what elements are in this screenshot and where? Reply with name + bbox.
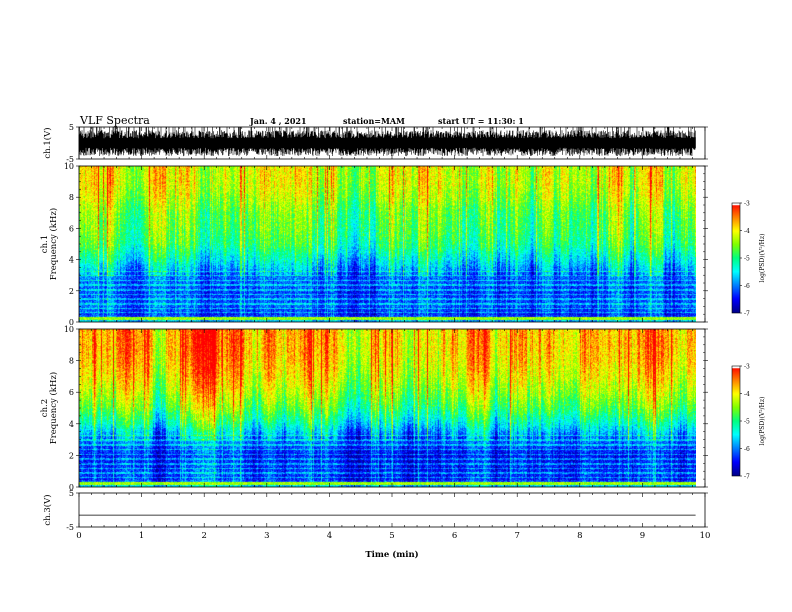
chart-title: VLF Spectra (80, 114, 150, 127)
colorbar-tick-label: -7 (744, 311, 750, 318)
x-tick-label: 8 (577, 531, 582, 541)
x-tick-label: 3 (264, 531, 269, 541)
colorbar-tick-label: -3 (744, 201, 750, 208)
date-label: Jan. 4 , 2021 (250, 116, 307, 126)
colorbar-tick-label: -4 (744, 228, 750, 235)
colorbar-2 (732, 366, 740, 476)
x-tick-label: 10 (700, 531, 711, 541)
spectrogram-image-ch1 (79, 166, 696, 322)
y-tick-label: 6 (69, 224, 74, 233)
y-axis-label: ch.3(V) (42, 494, 53, 525)
y-axis-label: Frequency (kHz) (48, 372, 59, 444)
x-tick-label: 0 (76, 531, 81, 541)
y-tick-label: 10 (64, 162, 74, 171)
y-tick-label: 5 (69, 489, 74, 498)
station-label: station=MAM (343, 116, 405, 126)
y-axis-label: ch.2 (40, 399, 50, 417)
y-tick-label: 0 (69, 318, 74, 327)
y-tick-label: 6 (69, 388, 74, 397)
x-tick-label: 9 (640, 531, 645, 541)
panel-frame-4 (78, 492, 706, 528)
y-axis-label: ch.1 (40, 235, 50, 253)
y-tick-label: -5 (66, 523, 74, 532)
y-tick-label: 8 (69, 193, 74, 202)
y-tick-label: 4 (69, 256, 74, 265)
colorbar-label: log(PSD)(V²/Hz) (759, 397, 766, 446)
colorbar-tick-label: -6 (744, 446, 750, 453)
y-tick-label: 2 (69, 287, 74, 296)
x-tick-label: 7 (514, 531, 519, 541)
colorbar-tick-label: -5 (744, 419, 750, 426)
x-tick-label: 4 (327, 531, 332, 541)
spectrogram-image-ch2 (79, 329, 696, 487)
colorbar-label: log(PSD)(V²/Hz) (759, 234, 766, 283)
colorbar-tick-label: -7 (744, 474, 750, 481)
y-tick-label: 4 (69, 420, 74, 429)
y-tick-label: -5 (66, 155, 74, 164)
colorbar-tick-label: -3 (744, 364, 750, 371)
x-tick-label: 1 (139, 531, 144, 541)
colorbar-tick-label: -5 (744, 256, 750, 263)
colorbar-tick-label: -4 (744, 391, 750, 398)
start-time-label: start UT = 11:30: 1 (438, 116, 524, 126)
colorbar-tick-label: -6 (744, 283, 750, 290)
y-tick-label: 2 (69, 451, 74, 460)
y-tick-label: 8 (69, 357, 74, 366)
ch1-waveform-line (78, 127, 696, 157)
y-tick-label: 10 (64, 325, 74, 334)
y-tick-label: 5 (69, 123, 74, 132)
x-axis-label: Time (min) (365, 549, 418, 560)
y-axis-label: Frequency (kHz) (48, 208, 59, 280)
x-tick-label: 6 (452, 531, 457, 541)
y-tick-label: 0 (69, 483, 74, 492)
x-tick-label: 2 (201, 531, 206, 541)
colorbar-1 (732, 203, 740, 313)
x-tick-label: 5 (389, 531, 394, 541)
y-axis-label: ch.1(V) (42, 127, 53, 158)
